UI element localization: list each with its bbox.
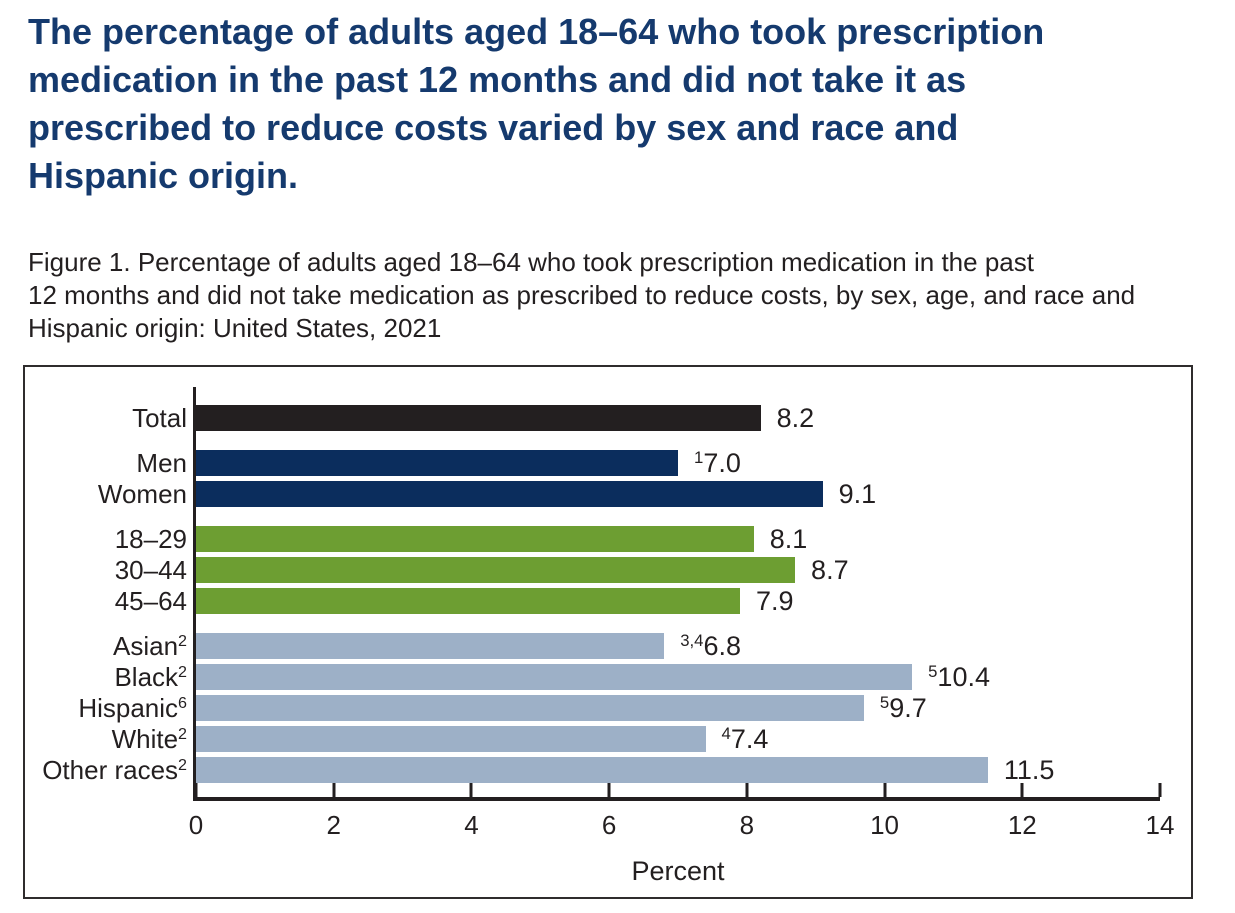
- bar-row-white: 47.4: [196, 723, 1160, 754]
- bar-row-total: 8.2: [196, 403, 1160, 433]
- plot-area: 8.2 17.0 9.1 8.1 8.7 7.9 3,46.8 510.4 59.7 47.4 11…: [193, 387, 1162, 801]
- bar-other-races: [196, 757, 988, 783]
- value-label-hispanic: 59.7: [879, 692, 927, 723]
- value-label-45-64: 7.9: [755, 586, 794, 616]
- value-label-black: 510.4: [928, 661, 990, 692]
- bar-45-64: [196, 588, 740, 614]
- value-label-other-races: 11.5: [1003, 755, 1055, 785]
- category-label-asian: Asian2: [112, 631, 187, 661]
- category-label-black: Black2: [114, 662, 187, 692]
- bar-row-45-64: 7.9: [196, 586, 1160, 616]
- x-tick-label-0: 0: [188, 810, 204, 840]
- x-tick-label-12: 12: [1007, 810, 1037, 840]
- category-axis: Total Men Women 18–29 30–44 45–64 Asian2 Black2…: [25, 387, 187, 797]
- bar-30-44: [196, 557, 796, 583]
- value-label-women: 9.1: [838, 479, 877, 509]
- bar-row-hispanic: 59.7: [196, 692, 1160, 723]
- x-tick-label-14: 14: [1145, 810, 1175, 840]
- category-label-30-44: 30–44: [114, 555, 187, 585]
- figure-caption: Figure 1. Percentage of adults aged 18–6…: [28, 247, 1136, 343]
- value-label-asian: 3,46.8: [680, 630, 742, 661]
- x-tick-8: [745, 783, 749, 797]
- x-tick-4: [469, 783, 473, 797]
- bar-women: [196, 481, 823, 507]
- bar-row-other-races: 11.5: [196, 755, 1160, 785]
- bar-row-30-44: 8.7: [196, 555, 1160, 585]
- category-label-18-29: 18–29: [114, 524, 187, 554]
- bar-asian: [196, 633, 665, 659]
- bar-black: [196, 664, 913, 690]
- bar-row-18-29: 8.1: [196, 524, 1160, 554]
- x-tick-label-8: 8: [739, 810, 755, 840]
- x-tick-label-2: 2: [326, 810, 341, 840]
- x-tick-6: [607, 783, 611, 797]
- x-axis-tick-labels: 0 2 4 6 8 10 12 14: [189, 810, 1175, 840]
- category-label-45-64: 45–64: [114, 586, 187, 616]
- value-label-total: 8.2: [776, 403, 815, 433]
- x-tick-label-6: 6: [601, 810, 617, 840]
- category-label-other-races: Other races2: [42, 755, 187, 785]
- bar-18-29: [196, 526, 754, 552]
- value-label-men: 17.0: [694, 447, 741, 478]
- bar-row-men: 17.0: [196, 447, 1160, 478]
- x-tick-label-4: 4: [464, 810, 479, 840]
- category-label-total: Total: [132, 403, 187, 433]
- figure-box: Total Men Women 18–29 30–44 45–64 Asian2 Black2…: [23, 365, 1193, 899]
- x-tick-12: [1020, 783, 1024, 797]
- category-label-hispanic: Hispanic6: [78, 693, 187, 723]
- x-tick-label-10: 10: [870, 810, 900, 840]
- bar-row-asian: 3,46.8: [196, 630, 1160, 661]
- bar-row-women: 9.1: [196, 479, 1160, 509]
- value-label-white: 47.4: [721, 723, 769, 754]
- bar-men: [196, 450, 678, 476]
- category-label-white: White2: [111, 724, 187, 754]
- bar-total: [196, 405, 761, 431]
- bar-row-black: 510.4: [196, 661, 1160, 692]
- value-label-18-29: 8.1: [769, 524, 808, 554]
- x-tick-14: [1158, 783, 1162, 797]
- x-tick-0: [194, 783, 198, 797]
- category-label-women: Women: [97, 479, 187, 509]
- value-label-30-44: 8.7: [811, 555, 849, 585]
- x-tick-10: [883, 783, 887, 797]
- page-title: The percentage of adults aged 18–64 who …: [28, 11, 1045, 196]
- x-axis-label: Percent: [631, 856, 725, 886]
- category-label-men: Men: [136, 448, 187, 478]
- bar-hispanic: [196, 695, 864, 721]
- bar-white: [196, 726, 706, 752]
- x-tick-2: [332, 783, 336, 797]
